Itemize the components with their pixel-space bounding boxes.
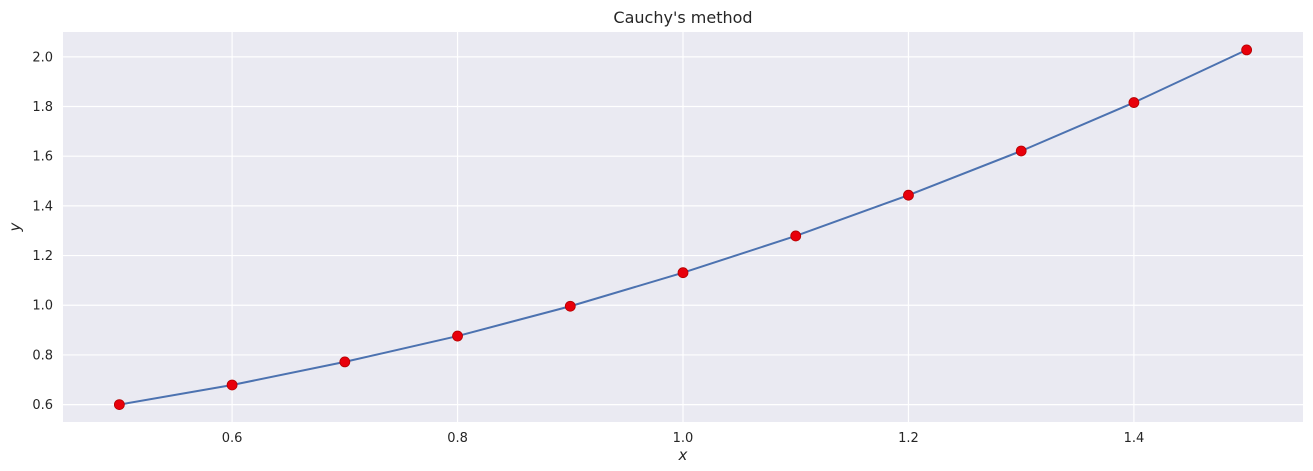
- data-point: [564, 300, 576, 312]
- y-tick-label: 1.6: [32, 150, 53, 165]
- data-point: [677, 267, 689, 279]
- x-tick-label: 0.6: [222, 431, 243, 446]
- y-tick-label: 1.0: [32, 299, 53, 314]
- data-point: [1015, 145, 1027, 157]
- data-point: [903, 189, 914, 201]
- x-tick-label: 1.2: [898, 431, 919, 446]
- y-tick-label: 0.8: [32, 348, 53, 363]
- y-tick-label: 1.8: [32, 100, 53, 115]
- data-point: [113, 399, 125, 411]
- y-tick-label: 1.4: [32, 199, 53, 214]
- y-tick-label: 2.0: [32, 50, 53, 65]
- y-tick-label: 1.2: [32, 249, 53, 264]
- series-layer: [113, 44, 1253, 411]
- y-tick-label: 0.6: [32, 398, 53, 413]
- x-tick-label: 0.8: [447, 431, 468, 446]
- x-tick-label: 1.0: [673, 431, 694, 446]
- y-axis-ticks: 0.6 0.8 1.0 1.2 1.4 1.6 1.8 2.0: [32, 50, 53, 413]
- data-point: [790, 230, 802, 242]
- data-point: [226, 379, 238, 391]
- data-point: [1241, 44, 1253, 56]
- data-point: [1128, 97, 1140, 108]
- data-point: [339, 356, 351, 368]
- y-axis-label: y: [6, 221, 24, 232]
- x-axis-label: x: [678, 446, 688, 464]
- grid: [63, 32, 1303, 422]
- chart-title: Cauchy's method: [613, 8, 752, 27]
- x-tick-label: 1.4: [1124, 431, 1145, 446]
- x-axis-ticks: 0.6 0.8 1.0 1.2 1.4: [222, 431, 1145, 446]
- data-point: [452, 330, 463, 342]
